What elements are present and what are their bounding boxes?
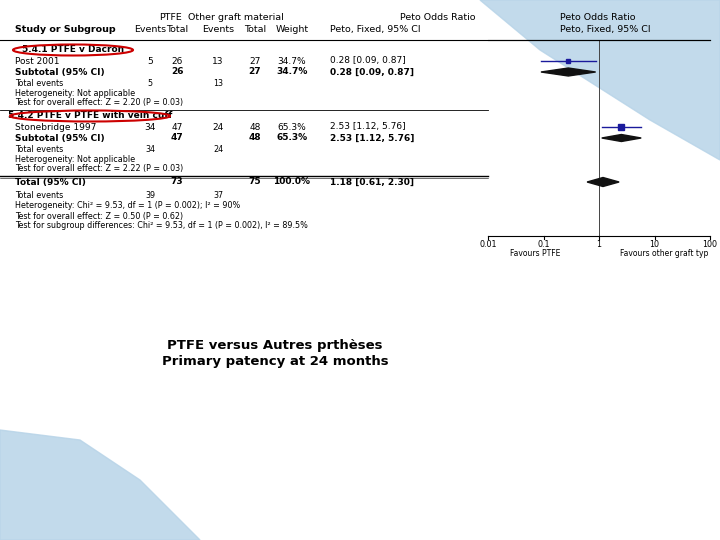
Text: 65.3%: 65.3% xyxy=(278,123,307,132)
Text: 13: 13 xyxy=(213,78,223,87)
Polygon shape xyxy=(602,134,642,141)
Text: Heterogeneity: Not applicable: Heterogeneity: Not applicable xyxy=(15,154,135,164)
Text: 13: 13 xyxy=(212,57,224,65)
Text: Post 2001: Post 2001 xyxy=(15,57,60,65)
Polygon shape xyxy=(587,178,619,186)
Text: Total (95% CI): Total (95% CI) xyxy=(15,178,86,186)
Text: 34: 34 xyxy=(144,123,156,132)
Text: 24: 24 xyxy=(212,123,224,132)
Text: Other graft material: Other graft material xyxy=(188,13,284,22)
Text: Weight: Weight xyxy=(276,25,309,34)
Text: 26: 26 xyxy=(171,68,184,77)
Text: 1.18 [0.61, 2.30]: 1.18 [0.61, 2.30] xyxy=(330,178,414,186)
Text: Events: Events xyxy=(134,25,166,34)
Text: 1: 1 xyxy=(596,240,601,249)
Text: 34.7%: 34.7% xyxy=(278,57,306,65)
Text: Primary patency at 24 months: Primary patency at 24 months xyxy=(162,355,388,368)
Text: Total: Total xyxy=(166,25,188,34)
Text: Subtotal (95% CI): Subtotal (95% CI) xyxy=(15,133,104,143)
Text: Events: Events xyxy=(202,25,234,34)
Text: Favours PTFE: Favours PTFE xyxy=(510,249,560,258)
Text: Peto Odds Ratio: Peto Odds Ratio xyxy=(560,13,636,22)
Text: 75: 75 xyxy=(248,178,261,186)
Polygon shape xyxy=(567,59,570,63)
Text: Heterogeneity: Chi² = 9.53, df = 1 (P = 0.002); I² = 90%: Heterogeneity: Chi² = 9.53, df = 1 (P = … xyxy=(15,201,240,211)
Text: 48: 48 xyxy=(248,133,261,143)
Text: 47: 47 xyxy=(171,133,184,143)
Text: Total events: Total events xyxy=(15,192,63,200)
Text: Peto, Fixed, 95% CI: Peto, Fixed, 95% CI xyxy=(330,25,420,34)
Text: 39: 39 xyxy=(145,192,155,200)
Polygon shape xyxy=(0,430,200,540)
Text: 27: 27 xyxy=(248,68,261,77)
Text: 27: 27 xyxy=(249,57,261,65)
Text: 0.28 [0.09, 0.87]: 0.28 [0.09, 0.87] xyxy=(330,57,406,65)
Text: Total: Total xyxy=(244,25,266,34)
Text: 10: 10 xyxy=(649,240,660,249)
Text: 5.4.1 PTFE v Dacron: 5.4.1 PTFE v Dacron xyxy=(22,45,124,55)
Text: 2.53 [1.12, 5.76]: 2.53 [1.12, 5.76] xyxy=(330,123,405,132)
Text: 47: 47 xyxy=(171,123,183,132)
Polygon shape xyxy=(541,68,595,76)
Text: 0.01: 0.01 xyxy=(480,240,497,249)
Text: Test for overall effect: Z = 0.50 (P = 0.62): Test for overall effect: Z = 0.50 (P = 0… xyxy=(15,212,183,220)
Polygon shape xyxy=(480,0,720,160)
Text: 65.3%: 65.3% xyxy=(276,133,307,143)
Text: Total events: Total events xyxy=(15,145,63,153)
Text: PTFE: PTFE xyxy=(158,13,181,22)
Text: 73: 73 xyxy=(171,178,184,186)
Text: 0.1: 0.1 xyxy=(537,240,550,249)
Text: 48: 48 xyxy=(249,123,261,132)
Text: Total events: Total events xyxy=(15,78,63,87)
Text: 100.0%: 100.0% xyxy=(274,178,310,186)
Text: 34: 34 xyxy=(145,145,155,153)
Text: 0.28 [0.09, 0.87]: 0.28 [0.09, 0.87] xyxy=(330,68,414,77)
Text: Subtotal (95% CI): Subtotal (95% CI) xyxy=(15,68,104,77)
Text: Test for overall effect: Z = 2.22 (P = 0.03): Test for overall effect: Z = 2.22 (P = 0… xyxy=(15,165,184,173)
Text: 5.4.2 PTFE v PTFE with vein cuff: 5.4.2 PTFE v PTFE with vein cuff xyxy=(8,111,172,120)
Text: 100: 100 xyxy=(703,240,718,249)
Text: PTFE versus Autres prthèses: PTFE versus Autres prthèses xyxy=(167,339,383,352)
Text: Peto, Fixed, 95% CI: Peto, Fixed, 95% CI xyxy=(560,25,651,34)
Text: 34.7%: 34.7% xyxy=(276,68,307,77)
Polygon shape xyxy=(618,124,624,130)
Text: 2.53 [1.12, 5.76]: 2.53 [1.12, 5.76] xyxy=(330,133,415,143)
Text: Peto Odds Ratio: Peto Odds Ratio xyxy=(400,13,475,22)
Text: Test for subgroup differences: Chi² = 9.53, df = 1 (P = 0.002), I² = 89.5%: Test for subgroup differences: Chi² = 9.… xyxy=(15,221,308,231)
Text: 5: 5 xyxy=(147,57,153,65)
Text: Study or Subgroup: Study or Subgroup xyxy=(15,25,116,34)
Text: Heterogeneity: Not applicable: Heterogeneity: Not applicable xyxy=(15,89,135,98)
Text: Favours other graft typ: Favours other graft typ xyxy=(620,249,708,258)
Text: 24: 24 xyxy=(213,145,223,153)
Text: Stonebridge 1997: Stonebridge 1997 xyxy=(15,123,96,132)
Text: Test for overall effect: Z = 2.20 (P = 0.03): Test for overall effect: Z = 2.20 (P = 0… xyxy=(15,98,183,107)
Text: 37: 37 xyxy=(213,192,223,200)
Text: 5: 5 xyxy=(148,78,153,87)
Text: 26: 26 xyxy=(171,57,183,65)
